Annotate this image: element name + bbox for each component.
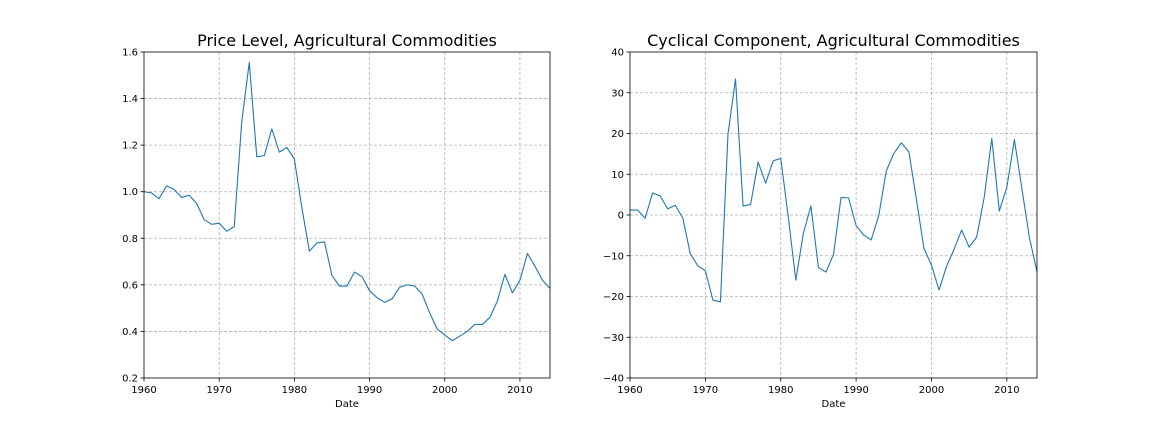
x-axis-label: Date [822,399,846,410]
y-tick-label: 1.4 [122,94,138,105]
chart-title: Price Level, Agricultural Commodities [197,31,497,50]
y-tick-label: 1.0 [122,187,138,198]
x-tick-label: 1990 [843,385,868,396]
series-line [630,78,1038,303]
y-tick-label: 10 [611,170,624,181]
chart-title: Cyclical Component, Agricultural Commodi… [647,31,1020,50]
chart-price-level: 1960 1970 1980 1990 2000 2010 0.2 0.4 0.6 0.8 1.0 1… [122,31,551,410]
x-tick-label: 2010 [994,385,1019,396]
x-axis-label: Date [335,399,359,410]
x-tick-label: 1980 [768,385,793,396]
y-tick-label: −20 [603,292,624,303]
series-line [143,61,551,342]
plot-frame [143,51,551,379]
x-tick-label: 1990 [357,385,382,396]
x-tick-label: 1960 [617,385,642,396]
x-tick-label: 1970 [206,385,231,396]
y-tick-label: 1.2 [122,141,138,152]
y-tick-label: −10 [603,251,624,262]
y-tick-label: 1.6 [122,48,138,59]
x-tick-label: 1970 [693,385,718,396]
y-tick-label: 0.2 [122,374,138,385]
x-tick-label: 2010 [507,385,532,396]
chart-cyclical-component: 1960 1970 1980 1990 2000 2010 −40 −30 −20 −10 0 10 2… [603,31,1038,410]
y-tick-label: 0.8 [122,234,138,245]
y-tick-label: 40 [611,48,624,59]
y-tick-label: −40 [603,374,624,385]
x-tick-label: 1980 [282,385,307,396]
y-tick-label: 0.4 [122,327,138,338]
y-tick-label: 20 [611,129,624,140]
x-tick-label: 2000 [919,385,944,396]
y-tick-label: 0 [618,211,624,222]
y-tick-label: 30 [611,88,624,99]
grid [630,52,1037,378]
ticks: 1960 1970 1980 1990 2000 2010 −40 −30 −20 −10 0 10 2… [603,48,1020,397]
ticks: 1960 1970 1980 1990 2000 2010 0.2 0.4 0.6 0.8 1.0 1… [122,48,533,397]
x-tick-label: 2000 [432,385,457,396]
y-tick-label: −30 [603,333,624,344]
grid [144,52,550,378]
x-tick-label: 1960 [131,385,156,396]
y-tick-label: 0.6 [122,280,138,291]
